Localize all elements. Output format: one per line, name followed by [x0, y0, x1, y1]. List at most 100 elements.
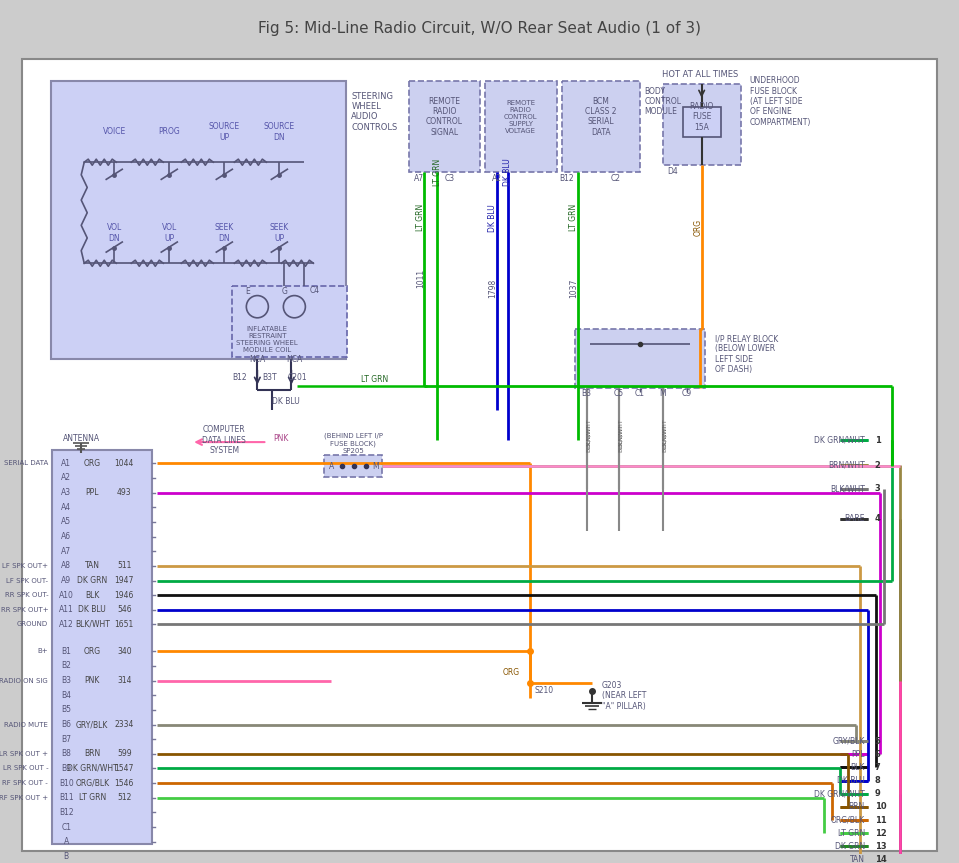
Text: D4: D4: [667, 167, 678, 176]
Text: 7: 7: [875, 763, 880, 772]
Text: 2: 2: [875, 461, 880, 469]
Text: GRY/BLK: GRY/BLK: [832, 737, 865, 746]
Text: SEEK
UP: SEEK UP: [269, 224, 289, 243]
Text: B3T: B3T: [262, 373, 276, 382]
Text: UNDERHOOD
FUSE BLOCK
(AT LEFT SIDE
OF ENGINE
COMPARTMENT): UNDERHOOD FUSE BLOCK (AT LEFT SIDE OF EN…: [750, 76, 811, 127]
Text: C5: C5: [614, 389, 623, 398]
Text: B12: B12: [559, 173, 574, 183]
Text: S210: S210: [534, 686, 553, 696]
Text: 314: 314: [117, 676, 131, 685]
Text: A4: A4: [61, 503, 71, 512]
Text: B9: B9: [61, 764, 71, 773]
Text: ORG: ORG: [693, 219, 702, 236]
Text: 5: 5: [875, 737, 880, 746]
Text: A7: A7: [61, 547, 71, 556]
Bar: [324, 456, 383, 477]
Text: VOL
UP: VOL UP: [162, 224, 176, 243]
Text: B1: B1: [61, 646, 71, 656]
Text: DK BLU: DK BLU: [79, 605, 106, 614]
Text: BCM
CLASS 2
SERIAL
DATA: BCM CLASS 2 SERIAL DATA: [585, 97, 617, 137]
Text: 12: 12: [875, 828, 886, 838]
Text: LT GRN: LT GRN: [569, 205, 578, 231]
Text: A6: A6: [61, 532, 71, 541]
Bar: [51, 81, 346, 359]
Text: INFLATABLE
RESTRAINT
STEERING WHEEL
MODULE COIL: INFLATABLE RESTRAINT STEERING WHEEL MODU…: [237, 325, 298, 352]
Text: 4: 4: [875, 514, 880, 523]
Text: 511: 511: [117, 561, 131, 570]
Text: C9: C9: [682, 389, 691, 398]
Text: Fig 5: Mid-Line Radio Circuit, W/O Rear Seat Audio (1 of 3): Fig 5: Mid-Line Radio Circuit, W/O Rear …: [258, 21, 701, 35]
Text: RR SPK OUT+: RR SPK OUT+: [1, 607, 48, 613]
Text: ORG/BLK: ORG/BLK: [75, 778, 109, 788]
Text: 1947: 1947: [114, 576, 134, 585]
Text: LT GRN: LT GRN: [79, 793, 105, 803]
Text: RF SPK OUT +: RF SPK OUT +: [0, 795, 48, 801]
Text: REMOTE
RADIO
CONTROL
SUPPLY
VOLTAGE: REMOTE RADIO CONTROL SUPPLY VOLTAGE: [503, 100, 537, 134]
Text: M: M: [660, 389, 666, 398]
Text: SERIAL DATA: SERIAL DATA: [4, 460, 48, 466]
Text: B10: B10: [58, 778, 74, 788]
Text: HOT AT ALL TIMES: HOT AT ALL TIMES: [662, 70, 737, 79]
Text: RADIO ON SIG: RADIO ON SIG: [0, 677, 48, 683]
Text: C1: C1: [635, 389, 644, 398]
Text: C3: C3: [444, 173, 455, 183]
Text: TAN: TAN: [850, 855, 865, 863]
Text: SOURCE
UP: SOURCE UP: [209, 123, 240, 142]
Text: G: G: [281, 287, 288, 296]
Text: A5: A5: [61, 518, 71, 526]
Text: B2: B2: [61, 661, 71, 671]
Text: 1044: 1044: [114, 459, 134, 468]
Text: PROG: PROG: [158, 128, 180, 136]
Text: 3: 3: [875, 484, 880, 493]
Bar: [683, 107, 720, 137]
Text: VOICE: VOICE: [103, 128, 126, 136]
Text: 493: 493: [117, 488, 131, 497]
Text: DK BLU: DK BLU: [837, 776, 865, 785]
Text: BRN/WHT: BRN/WHT: [828, 461, 865, 469]
Text: LR SPK OUT +: LR SPK OUT +: [0, 751, 48, 757]
Text: GRY/BLK: GRY/BLK: [76, 720, 108, 729]
Text: DK BLU: DK BLU: [503, 159, 512, 186]
Text: B7: B7: [61, 734, 71, 744]
Text: RF SPK OUT -: RF SPK OUT -: [3, 780, 48, 786]
Text: LF SPK OUT-: LF SPK OUT-: [6, 577, 48, 583]
Text: 10: 10: [875, 803, 886, 811]
Text: STEERING
WHEEL
AUDIO
CONTROLS: STEERING WHEEL AUDIO CONTROLS: [351, 91, 398, 132]
Text: 6: 6: [875, 750, 880, 759]
Text: BLK/WHT: BLK/WHT: [662, 424, 667, 452]
Text: A12: A12: [58, 620, 74, 629]
Text: DK GRN/WHT: DK GRN/WHT: [814, 436, 865, 444]
Text: B5: B5: [61, 705, 71, 715]
Text: C1: C1: [61, 822, 71, 832]
Text: PNK: PNK: [273, 433, 289, 443]
Text: A1: A1: [61, 459, 71, 468]
Text: 11: 11: [875, 816, 886, 824]
Text: C201: C201: [288, 373, 307, 382]
Text: NCA: NCA: [249, 355, 266, 363]
Text: 1011: 1011: [416, 269, 425, 288]
Text: BLK/WHT: BLK/WHT: [619, 424, 623, 452]
Text: LT GRN: LT GRN: [361, 375, 388, 384]
Text: 1546: 1546: [114, 778, 134, 788]
Text: DK GRN: DK GRN: [834, 841, 865, 851]
Text: BLK/WHT: BLK/WHT: [586, 424, 591, 452]
Text: A: A: [63, 837, 69, 847]
Text: SOURCE
DN: SOURCE DN: [264, 123, 295, 142]
Text: 9: 9: [875, 790, 880, 798]
Text: DK GRN/WHT: DK GRN/WHT: [67, 764, 118, 773]
Text: BLK/WHT: BLK/WHT: [586, 419, 591, 447]
Text: ORG: ORG: [503, 668, 520, 677]
Text: RR SPK OUT-: RR SPK OUT-: [5, 592, 48, 598]
Text: B12: B12: [58, 808, 74, 817]
Text: RADIO MUTE: RADIO MUTE: [5, 721, 48, 728]
Text: I/P RELAY BLOCK
(BELOW LOWER
LEFT SIDE
OF DASH): I/P RELAY BLOCK (BELOW LOWER LEFT SIDE O…: [714, 334, 778, 375]
Text: 2334: 2334: [114, 720, 134, 729]
Text: 512: 512: [117, 793, 131, 803]
Bar: [663, 85, 740, 165]
Text: COMPUTER
DATA LINES
SYSTEM: COMPUTER DATA LINES SYSTEM: [202, 425, 246, 455]
Text: A10: A10: [58, 590, 74, 600]
Text: BLK/WHT: BLK/WHT: [619, 419, 623, 447]
Text: BLK/WHT: BLK/WHT: [75, 620, 109, 629]
Text: B12: B12: [232, 373, 246, 382]
Text: (BEHIND LEFT I/P
FUSE BLOCK)
SP205: (BEHIND LEFT I/P FUSE BLOCK) SP205: [324, 432, 383, 454]
